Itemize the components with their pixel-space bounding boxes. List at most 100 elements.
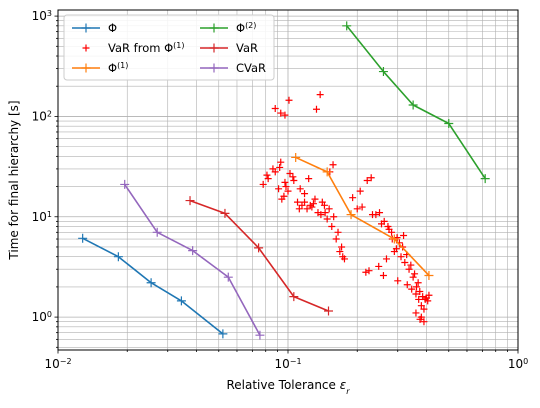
legend-label: CVaR: [236, 61, 266, 75]
data-point: [416, 315, 424, 323]
data-point: [340, 255, 348, 263]
data-point: [353, 205, 361, 213]
data-point: [311, 195, 319, 203]
data-point: [282, 183, 290, 191]
series-2: [291, 152, 434, 280]
data-point: [324, 306, 334, 316]
data-point: [305, 175, 313, 183]
data-point: [264, 175, 272, 183]
data-point: [367, 174, 375, 182]
data-point: [408, 285, 416, 293]
data-point: [316, 91, 324, 99]
legend-label: VaR from Φ(1): [108, 41, 184, 56]
data-point: [407, 261, 415, 269]
y-tick-label: 102: [32, 109, 52, 124]
plot-area: [78, 21, 490, 340]
series-4: [185, 196, 334, 316]
data-point: [294, 198, 302, 206]
data-point: [349, 194, 357, 202]
data-point: [412, 290, 420, 298]
x-tick-label: 10−2: [44, 357, 71, 372]
data-point: [375, 262, 383, 270]
data-point: [409, 273, 417, 281]
legend-handle-marker: [209, 23, 219, 33]
data-point: [389, 234, 399, 244]
data-point: [277, 109, 285, 117]
data-point: [400, 232, 408, 240]
data-point: [368, 211, 376, 219]
data-point: [281, 178, 289, 186]
data-point: [411, 270, 419, 278]
data-point: [420, 305, 428, 313]
data-point: [259, 180, 267, 188]
data-point: [403, 281, 411, 289]
data-point: [255, 330, 265, 340]
data-point: [323, 215, 331, 223]
data-point: [176, 296, 186, 306]
legend-label: Φ(2): [236, 21, 256, 36]
y-axis-label: Time for final hierarchy [s]: [7, 100, 21, 260]
data-point: [276, 163, 284, 171]
data-point: [309, 200, 317, 208]
y-tick-label: 101: [32, 209, 52, 224]
data-point: [185, 196, 195, 206]
data-point: [415, 295, 423, 303]
data-point: [113, 252, 123, 262]
series-1: [259, 91, 433, 326]
legend-label: Φ(1): [108, 61, 128, 76]
legend: Φ VaR from Φ(1) Φ(1) Φ(2) VaR CVaR: [63, 14, 275, 81]
data-point: [394, 277, 402, 285]
data-point: [416, 287, 424, 295]
data-point: [303, 205, 311, 213]
data-point: [382, 255, 390, 263]
legend-handle-marker: [81, 63, 91, 73]
data-point: [285, 96, 293, 104]
data-point: [330, 213, 338, 221]
data-point: [152, 227, 162, 237]
legend-entry: Φ(2): [200, 21, 256, 36]
legend-entry: CVaR: [200, 61, 266, 75]
data-point: [365, 267, 373, 275]
y-tick-label: 103: [32, 9, 52, 24]
x-tick-label: 10−1: [274, 357, 301, 372]
data-point: [444, 119, 454, 129]
data-point: [412, 309, 420, 317]
data-point: [278, 195, 286, 203]
data-point: [390, 248, 398, 256]
data-point: [317, 211, 325, 219]
data-point: [358, 203, 366, 211]
data-point: [320, 201, 328, 209]
data-point: [401, 259, 409, 267]
data-point: [218, 329, 228, 339]
data-point: [321, 209, 329, 217]
data-point: [275, 185, 283, 193]
data-point: [332, 235, 340, 243]
data-point: [120, 179, 130, 189]
data-point: [328, 222, 336, 230]
data-point: [308, 203, 316, 211]
data-point: [388, 228, 396, 236]
data-point: [188, 246, 198, 256]
data-point: [378, 220, 386, 228]
data-point: [338, 243, 346, 251]
data-point: [269, 165, 277, 173]
x-tick-label: 100: [508, 357, 528, 372]
data-point: [334, 228, 342, 236]
data-point: [291, 152, 301, 162]
data-point: [379, 271, 387, 279]
data-point: [329, 161, 337, 169]
data-point: [325, 205, 333, 213]
data-point: [281, 111, 289, 119]
data-point: [223, 272, 233, 282]
y-tick-label: 100: [32, 310, 52, 325]
series-3: [342, 21, 490, 184]
data-point: [405, 265, 413, 273]
data-point: [346, 210, 356, 220]
data-point: [78, 233, 88, 243]
series-5: [120, 179, 265, 340]
ticks: 10−2 10−1 100 100 101 102 103: [32, 9, 529, 371]
data-point: [413, 283, 421, 291]
data-point: [254, 243, 264, 253]
